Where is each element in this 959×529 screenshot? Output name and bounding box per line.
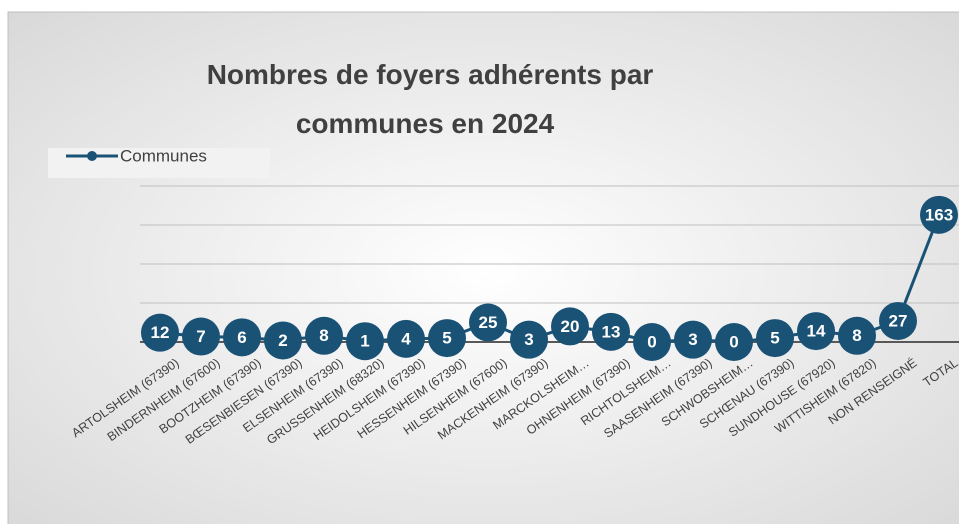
data-point [223,318,261,357]
data-point [756,319,794,358]
data-label: 2 [278,331,287,350]
data-label: 1 [360,332,369,351]
data-point [592,312,630,351]
data-point [264,321,302,360]
data-label: 3 [524,330,533,349]
data-point [551,307,589,346]
data-point [305,316,343,355]
data-point [879,301,917,340]
data-point [182,317,220,356]
data-label: 6 [237,328,246,347]
data-point [346,322,384,361]
data-point [920,195,958,234]
data-label: 8 [852,326,861,345]
data-label: 25 [479,313,498,332]
data-point [510,320,548,359]
data-label: 20 [561,317,580,336]
data-label: 163 [925,205,953,224]
data-point [797,312,835,351]
data-point [715,323,753,361]
data-label: 0 [647,332,656,351]
data-label: 0 [729,332,738,351]
data-label: 4 [401,329,411,348]
data-label: 12 [151,323,170,342]
data-point [141,313,179,352]
data-label: 8 [319,326,328,345]
chart-area [7,11,959,529]
data-label: 14 [807,322,826,341]
legend-label: Communes [120,146,207,165]
data-label: 5 [442,329,451,348]
legend-marker [87,151,97,161]
legend [48,148,270,178]
data-label: 27 [889,311,908,330]
data-point [387,319,425,358]
data-point [838,316,876,355]
data-point [469,303,507,342]
data-label: 13 [602,322,621,341]
data-point [428,319,466,358]
data-point [633,323,671,361]
chart-title: Nombres de foyers adhérents par communes … [207,59,654,139]
data-label: 3 [688,330,697,349]
data-label: 5 [770,329,779,348]
data-point [674,320,712,359]
data-label: 7 [196,327,205,346]
